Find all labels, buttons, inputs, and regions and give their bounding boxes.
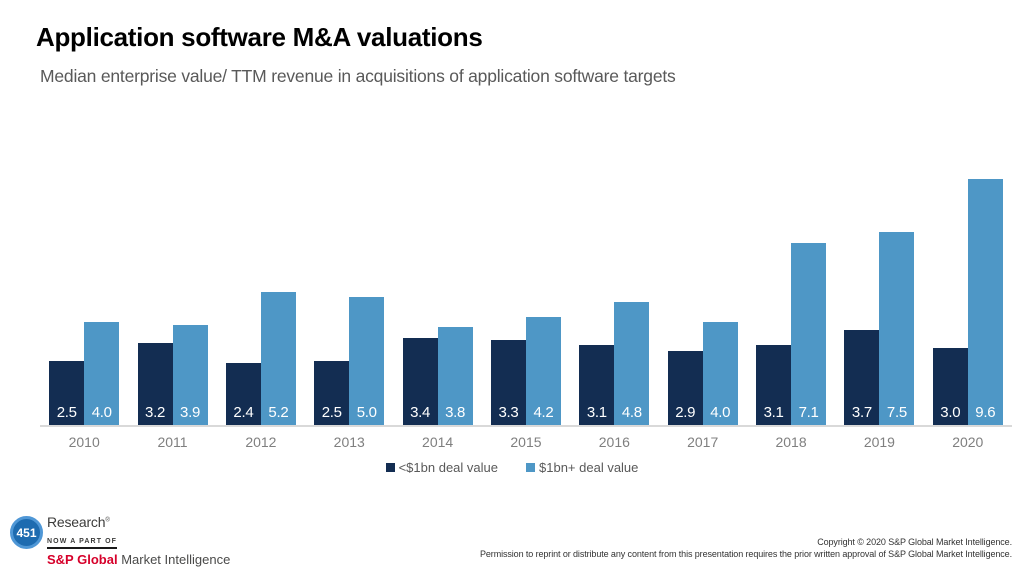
bar-group-2010: 2.5 4.0 — [40, 158, 128, 425]
copyright-notice: Copyright © 2020 S&P Global Market Intel… — [480, 536, 1012, 560]
bar-2020-over-1bn: 9.6 — [967, 178, 1003, 425]
bar-value-label: 3.8 — [445, 404, 466, 421]
bar-2010-under-1bn: 2.5 — [49, 360, 85, 425]
bar-value-label: 2.4 — [233, 404, 254, 421]
legend: <$1bn deal value $1bn+ deal value — [0, 460, 1024, 475]
bar-value-label: 3.1 — [586, 404, 607, 421]
bar-group-2012: 2.4 5.2 — [217, 158, 305, 425]
logo-brand-name: Research — [47, 514, 106, 530]
x-axis-tick-label: 2013 — [333, 434, 365, 450]
bar-value-label: 4.8 — [621, 404, 642, 421]
x-axis-tick-label: 2011 — [157, 434, 188, 450]
x-axis-tick-label: 2016 — [598, 434, 630, 450]
market-intelligence-wordmark: Market Intelligence — [121, 552, 231, 567]
subtitle: Median enterprise value/ TTM revenue in … — [40, 66, 676, 86]
sp-global-wordmark: S&P Global — [47, 552, 118, 567]
bar-value-label: 3.2 — [145, 404, 165, 421]
bar-group-2014: 3.4 3.8 — [393, 158, 481, 425]
bar-2019-under-1bn: 3.7 — [844, 330, 880, 425]
legend-item-under-1bn: <$1bn deal value — [385, 460, 498, 475]
bar-value-label: 7.1 — [798, 404, 819, 421]
logo-parent-brand: S&P Global Market Intelligence — [47, 552, 230, 567]
bar-2018-over-1bn: 7.1 — [791, 242, 827, 425]
bar-value-label: 4.2 — [533, 404, 554, 421]
bar-value-label: 3.0 — [940, 404, 961, 421]
bar-value-label: 7.5 — [886, 404, 907, 421]
bar-value-label: 5.2 — [268, 404, 289, 421]
bar-chart: 2.5 4.0 3.2 3.9 2.4 5.2 2.5 5.0 3.4 3.8 3.3 4.2 3.1 4… — [40, 158, 1012, 450]
bar-value-label: 4.0 — [91, 404, 112, 421]
logo-tagline: NOW A PART OF — [47, 536, 118, 549]
bar-group-2019: 3.7 7.5 — [835, 158, 923, 425]
copyright-line-1: Copyright © 2020 S&P Global Market Intel… — [817, 537, 1012, 547]
bar-value-label: 4.0 — [710, 404, 731, 421]
x-axis-labels: 2010 2011 2012 2013 2014 2015 2016 2017 2018 2019… — [40, 427, 1012, 450]
bar-2011-over-1bn: 3.9 — [172, 324, 208, 425]
trademark-icon: ® — [105, 517, 110, 524]
bar-value-label: 3.7 — [851, 404, 872, 421]
bar-group-2018: 3.1 7.1 — [747, 158, 835, 425]
bar-2014-over-1bn: 3.8 — [437, 327, 473, 425]
x-axis-tick-label: 2012 — [245, 434, 277, 450]
plot-area: 2.5 4.0 3.2 3.9 2.4 5.2 2.5 5.0 3.4 3.8 3.3 4.2 3.1 4… — [40, 158, 1012, 425]
bar-value-label: 2.9 — [675, 404, 696, 421]
bar-2017-under-1bn: 2.9 — [667, 350, 703, 425]
copyright-line-2: Permission to reprint or distribute any … — [479, 549, 1012, 559]
bar-2020-under-1bn: 3.0 — [932, 347, 968, 425]
bar-group-2016: 3.1 4.8 — [570, 158, 658, 425]
legend-item-over-1bn: $1bn+ deal value — [526, 460, 638, 475]
bar-2010-over-1bn: 4.0 — [84, 322, 120, 425]
x-axis-tick-label: 2017 — [687, 434, 719, 450]
bar-value-label: 3.1 — [763, 404, 784, 421]
page-title: Application software M&A valuations — [36, 22, 483, 52]
logo-brand: Research® — [47, 514, 230, 530]
bar-2017-over-1bn: 4.0 — [702, 322, 738, 425]
bar-value-label: 2.5 — [56, 404, 77, 421]
451-research-logo: 451 Research® NOW A PART OF S&P Global M… — [10, 514, 230, 567]
bar-2018-under-1bn: 3.1 — [756, 345, 792, 425]
bar-2013-over-1bn: 5.0 — [349, 296, 385, 425]
x-axis-tick-label: 2014 — [422, 434, 454, 450]
bar-2014-under-1bn: 3.4 — [402, 337, 438, 425]
bar-2012-under-1bn: 2.4 — [225, 363, 261, 425]
bar-value-label: 9.6 — [975, 404, 996, 421]
bar-value-label: 2.5 — [321, 404, 342, 421]
bar-2016-over-1bn: 4.8 — [614, 301, 650, 425]
451-badge-icon: 451 — [10, 516, 43, 549]
bar-2011-under-1bn: 3.2 — [137, 342, 173, 425]
bar-group-2020: 3.0 9.6 — [924, 158, 1012, 425]
x-axis-tick-label: 2018 — [775, 434, 807, 450]
legend-swatch-dark-icon — [385, 463, 395, 472]
logo-text: Research® NOW A PART OF S&P Global Marke… — [47, 514, 230, 567]
bar-2015-over-1bn: 4.2 — [525, 317, 561, 425]
x-axis-tick-label: 2010 — [68, 434, 100, 450]
x-axis-tick-label: 2019 — [863, 434, 895, 450]
bar-value-label: 3.9 — [180, 404, 200, 421]
bar-2012-over-1bn: 5.2 — [260, 291, 296, 425]
x-axis-tick-label: 2015 — [510, 434, 542, 450]
bar-value-label: 3.3 — [498, 404, 519, 421]
bar-group-2013: 2.5 5.0 — [305, 158, 393, 425]
x-axis-line — [40, 425, 1012, 427]
legend-label: $1bn+ deal value — [539, 460, 639, 475]
bar-group-2017: 2.9 4.0 — [659, 158, 747, 425]
bar-2015-under-1bn: 3.3 — [490, 340, 526, 425]
bar-group-2011: 3.2 3.9 — [128, 158, 216, 425]
bar-value-label: 3.4 — [410, 404, 431, 421]
x-axis-tick-label: 2020 — [952, 434, 984, 450]
bar-group-2015: 3.3 4.2 — [482, 158, 570, 425]
bar-2013-under-1bn: 2.5 — [314, 360, 350, 425]
bar-value-label: 5.0 — [356, 404, 377, 421]
legend-label: <$1bn deal value — [398, 460, 498, 475]
legend-swatch-light-icon — [526, 463, 535, 472]
bar-2016-under-1bn: 3.1 — [579, 345, 615, 425]
bar-2019-over-1bn: 7.5 — [879, 232, 915, 425]
